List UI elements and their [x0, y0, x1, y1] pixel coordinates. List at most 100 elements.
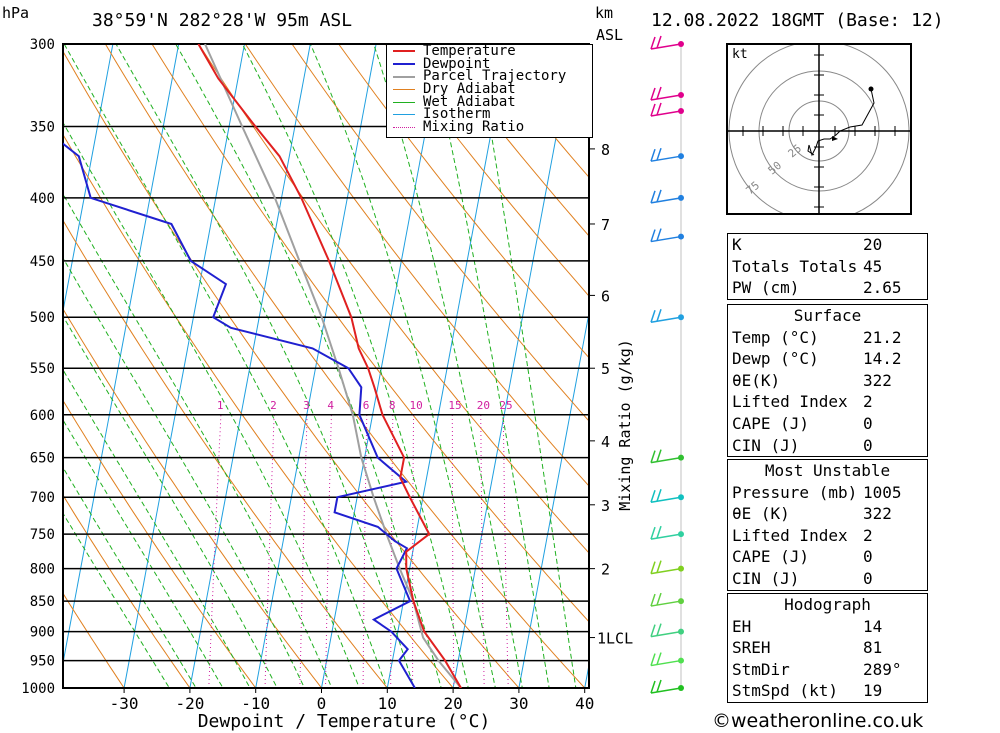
wind-barb — [650, 623, 684, 638]
isotherm-line — [63, 44, 114, 314]
wet-adiabat-line — [241, 44, 469, 688]
wet-adiabat-line — [373, 44, 523, 688]
wet-adiabat-line — [63, 193, 333, 688]
dry-adiabat-line — [63, 399, 257, 688]
pressure-tick-label: 400 — [30, 191, 55, 207]
mu-li-label: Lifted Index — [732, 525, 848, 545]
legend-mixing-ratio: Mixing Ratio — [423, 119, 525, 136]
pressure-tick-label: 650 — [30, 451, 55, 467]
isotherm-line — [123, 44, 246, 688]
legend-dry-adiabat: Dry Adiabat — [423, 81, 516, 98]
height-tick-label: 2 — [601, 561, 610, 579]
index-k-value: 20 — [863, 235, 883, 254]
height-unit-asl: ASL — [596, 26, 624, 44]
pressure-tick-label: 350 — [30, 119, 55, 135]
x-tick-label: -20 — [175, 694, 204, 713]
hodograph-table: Hodograph EH 14 SREH 81 StmDir 289° StmSpd … — [727, 593, 928, 703]
pressure-tick-label: 750 — [30, 527, 55, 543]
dry-adiabat-line — [198, 44, 589, 554]
index-tt-label: Totals Totals — [732, 256, 858, 276]
legend-isotherm: Isotherm — [423, 106, 491, 123]
wind-barb — [650, 592, 684, 607]
isotherm-line — [584, 662, 589, 688]
dry-adiabat-line — [431, 44, 589, 237]
mu-pressure-value: 1005 — [863, 482, 902, 502]
mixing-ratio-label: 2 — [270, 399, 277, 412]
wet-adiabat-line — [63, 466, 197, 688]
x-tick-label: 40 — [575, 694, 594, 713]
x-axis-label: Dewpoint / Temperature (°C) — [198, 711, 491, 732]
pressure-tick-label: 600 — [30, 408, 55, 424]
mixing-ratio-line — [299, 414, 308, 688]
hodo-eh-value: 14 — [863, 616, 883, 636]
datetime: 12.08.2022 18GMT (Base: 12) — [651, 10, 944, 31]
isotherm-line — [63, 44, 180, 666]
mu-thetae-label: θE (K) — [732, 504, 790, 524]
height-tick-label: 3 — [601, 497, 610, 515]
x-tick-label: 0 — [317, 694, 327, 713]
mixing-ratio-label: 15 — [448, 399, 461, 412]
chart-legend: Temperature Dewpoint Parcel Trajectory D… — [386, 44, 593, 138]
wind-barb — [650, 679, 684, 694]
wind-barb — [650, 449, 684, 464]
height-tick-label: 8 — [601, 141, 610, 159]
mixing-ratio-label: 3 — [303, 399, 310, 412]
wind-barb — [650, 86, 684, 101]
copyright-link[interactable]: ©weatheronline.co.uk — [712, 710, 924, 732]
wind-barb — [650, 652, 684, 667]
hodo-stmdir-label: StmDir — [732, 659, 790, 679]
pressure-tick-label: 900 — [30, 625, 55, 641]
height-unit-km: km — [595, 4, 614, 22]
height-tick-label: 5 — [601, 360, 610, 378]
wind-barb — [650, 560, 684, 575]
x-tick-label: 10 — [378, 694, 397, 713]
mixing-ratio-label: 1 — [217, 399, 224, 412]
wind-barb — [650, 488, 684, 503]
dry-adiabat-line — [63, 494, 191, 688]
hodograph-panel: kt 25 50 75 — [726, 43, 912, 215]
hodo-sreh-label: SREH — [732, 638, 771, 658]
wind-barb — [650, 35, 684, 50]
mixing-ratio-line — [325, 414, 332, 688]
wet-adiabat-line — [63, 512, 170, 688]
mixing-ratio-line — [451, 414, 455, 688]
dry-adiabat-line — [384, 44, 589, 297]
mu-thetae-value: 322 — [863, 504, 892, 524]
pressure-tick-label: 950 — [30, 654, 55, 670]
surface-cape-value: 0 — [863, 413, 873, 433]
height-tick-label: 6 — [601, 287, 610, 305]
mixing-ratio-axis-label: Mixing Ratio (g/kg) — [616, 339, 634, 511]
dry-adiabat-line — [291, 44, 589, 422]
isotherm-line — [189, 44, 311, 688]
x-tick-label: 20 — [443, 694, 462, 713]
dry-adiabat-line — [63, 308, 323, 688]
mu-li-value: 2 — [863, 525, 873, 545]
wind-barb — [650, 147, 684, 162]
mixing-ratio-label: 20 — [477, 399, 490, 412]
mixing-ratio-line — [480, 414, 485, 688]
hodograph-unit: kt — [732, 47, 748, 62]
dewpoint-line — [63, 142, 416, 688]
wet-adiabat-line — [428, 44, 550, 688]
hodo-stmspd-label: StmSpd (kt) — [732, 681, 838, 701]
pressure-tick-label: 500 — [30, 310, 55, 326]
hodo-stmdir-value: 289° — [863, 659, 902, 679]
hodo-trace-low — [807, 144, 815, 156]
mixing-ratio-label: 8 — [389, 399, 396, 412]
wind-barb — [650, 102, 684, 117]
dry-adiabat-line — [104, 44, 586, 688]
pressure-tick-label: 300 — [30, 37, 55, 53]
surface-cape-label: CAPE (J) — [732, 413, 810, 433]
parcel-trajectory-line — [204, 44, 462, 688]
hodo-storm-marker — [832, 136, 838, 141]
wind-barb — [650, 189, 684, 204]
x-tick-label: 30 — [509, 694, 528, 713]
mu-cin-label: CIN (J) — [732, 568, 800, 588]
profile-series — [63, 44, 462, 688]
mu-cape-label: CAPE (J) — [732, 547, 810, 567]
wind-barb — [650, 309, 684, 323]
most-unstable-table: Most Unstable Pressure (mb) 1005 θE (K) 32… — [727, 459, 928, 591]
wet-adiabat-line — [63, 121, 360, 688]
wet-adiabat-line — [309, 44, 496, 688]
